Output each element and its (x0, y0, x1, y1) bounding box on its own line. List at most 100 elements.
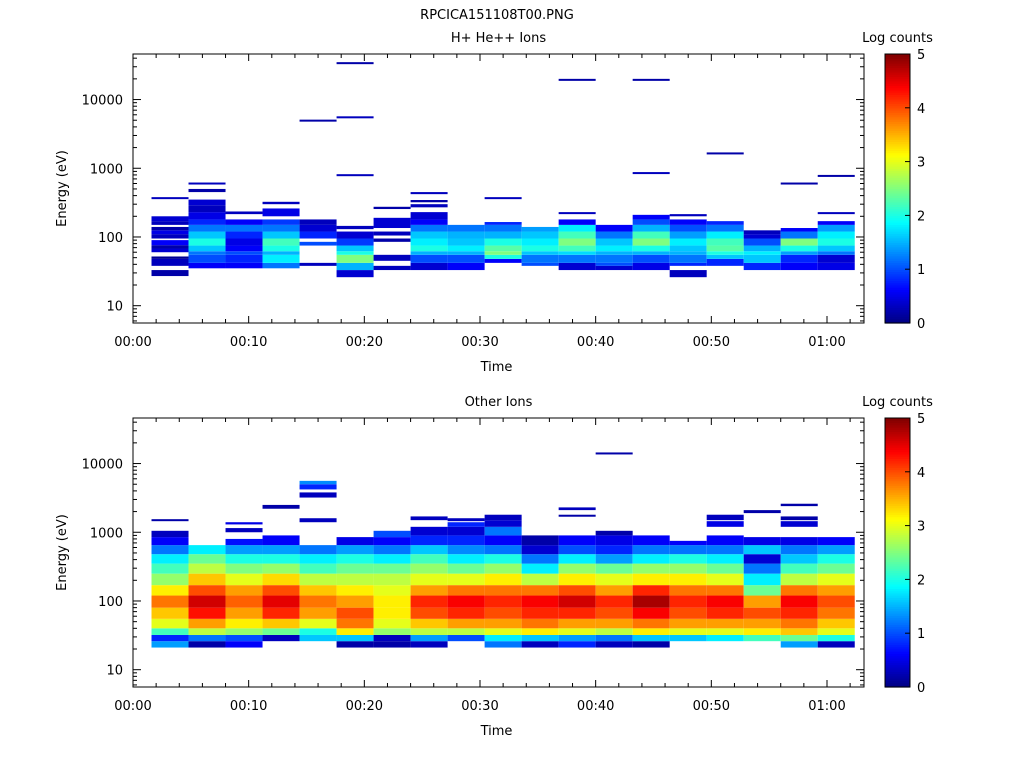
colorbar-step (885, 548, 910, 551)
heatmap-cell (373, 530, 411, 538)
heatmap-cell (484, 514, 522, 521)
colorbar-step (885, 642, 910, 646)
colorbar-step (885, 581, 910, 585)
colorbar-step (885, 168, 910, 172)
heatmap-cell (743, 545, 781, 555)
colorbar-step (885, 287, 910, 290)
colorbar-step (885, 680, 910, 684)
heatmap-cell (336, 607, 374, 619)
heatmap-cell (151, 216, 189, 222)
heatmap-cell (780, 262, 818, 271)
colorbar-step (885, 521, 910, 524)
heatmap-cell (299, 618, 337, 629)
colorbar-tick-label: 4 (917, 466, 925, 481)
heatmap-cell (706, 514, 744, 521)
heatmap-cell (669, 595, 707, 608)
heatmap-cell (595, 628, 633, 635)
colorbar-step (885, 246, 910, 250)
colorbar-step (885, 282, 910, 286)
colorbar-step (885, 101, 910, 104)
heatmap-cell (151, 519, 189, 522)
x-tick-label: 00:50 (693, 335, 730, 350)
heatmap-cell (484, 595, 522, 608)
colorbar-step (885, 561, 910, 565)
heatmap-cell (669, 540, 707, 546)
colorbar-step (885, 210, 910, 214)
colorbar-step (885, 518, 910, 522)
heatmap-cell (151, 618, 189, 629)
colorbar-step (885, 284, 910, 288)
colorbar-step (885, 293, 910, 297)
heatmap-cell (188, 238, 226, 246)
colorbar-step (885, 74, 910, 78)
colorbar-step (885, 474, 910, 477)
heatmap-cell (373, 563, 411, 574)
colorbar-step (885, 132, 910, 136)
colorbar-step (885, 300, 910, 304)
colorbar-tick-label: 2 (917, 573, 925, 588)
colorbar-step (885, 217, 910, 221)
heatmap-cell (669, 262, 707, 266)
heatmap-cell (706, 254, 744, 259)
heatmap-cell (336, 174, 374, 177)
heatmap-cell (743, 262, 781, 271)
heatmap-cell (373, 206, 411, 210)
heatmap-cell (410, 254, 448, 263)
heatmap-cell (780, 628, 818, 635)
heatmap-cell (595, 554, 633, 564)
colorbar-step (885, 516, 910, 520)
heatmap-cell (262, 545, 300, 555)
heatmap-cell (188, 251, 226, 255)
heatmap-cell (447, 535, 485, 546)
colorbar-step (885, 172, 910, 176)
colorbar-step (885, 442, 910, 446)
heatmap-cell (447, 522, 485, 527)
heatmap-cell (410, 238, 448, 246)
heatmap-cell (484, 251, 522, 255)
colorbar-step (885, 478, 910, 482)
colorbar-step (885, 148, 910, 151)
heatmap-cell (632, 585, 670, 596)
heatmap-cell (743, 234, 781, 239)
x-axis-label: Time (480, 360, 513, 375)
colorbar-step (885, 532, 910, 536)
heatmap-cell (188, 563, 226, 574)
heatmap-cell (595, 573, 633, 586)
colorbar-step (885, 255, 910, 259)
heatmap-cell (447, 607, 485, 619)
colorbar-step (885, 494, 910, 498)
colorbar-step (885, 166, 910, 169)
heatmap-cell (743, 251, 781, 255)
heatmap-cell (336, 585, 374, 596)
heatmap-cell (595, 224, 633, 232)
heatmap-cell (447, 634, 485, 642)
colorbar-step (885, 65, 910, 69)
colorbar-step (885, 462, 910, 466)
colorbar-step (885, 125, 910, 129)
heatmap-cell (632, 554, 670, 564)
colorbar-step (885, 489, 910, 493)
heatmap-cell (632, 238, 670, 246)
heatmap-cell (225, 522, 263, 525)
heatmap-cell (743, 618, 781, 629)
heatmap-cell (188, 262, 226, 269)
colorbar-step (885, 552, 910, 556)
colorbar-step (885, 545, 910, 549)
colorbar-step (885, 199, 910, 203)
heatmap-cell (484, 520, 522, 527)
heatmap-cell (817, 245, 855, 252)
colorbar-step (885, 610, 910, 614)
heatmap-cell (706, 238, 744, 246)
heatmap-cell (558, 78, 596, 81)
colorbar-tick-label: 5 (917, 412, 925, 427)
heatmap-cell (780, 238, 818, 246)
heatmap-cell (669, 618, 707, 629)
colorbar-step (885, 460, 910, 464)
x-tick-label: 01:00 (808, 335, 845, 350)
heatmap-cell (225, 238, 263, 246)
heatmap-cell (632, 172, 670, 175)
heatmap-cell (262, 208, 300, 217)
heatmap-cell (817, 607, 855, 619)
colorbar: 0 1 2 3 4 5 Log counts (862, 395, 933, 696)
